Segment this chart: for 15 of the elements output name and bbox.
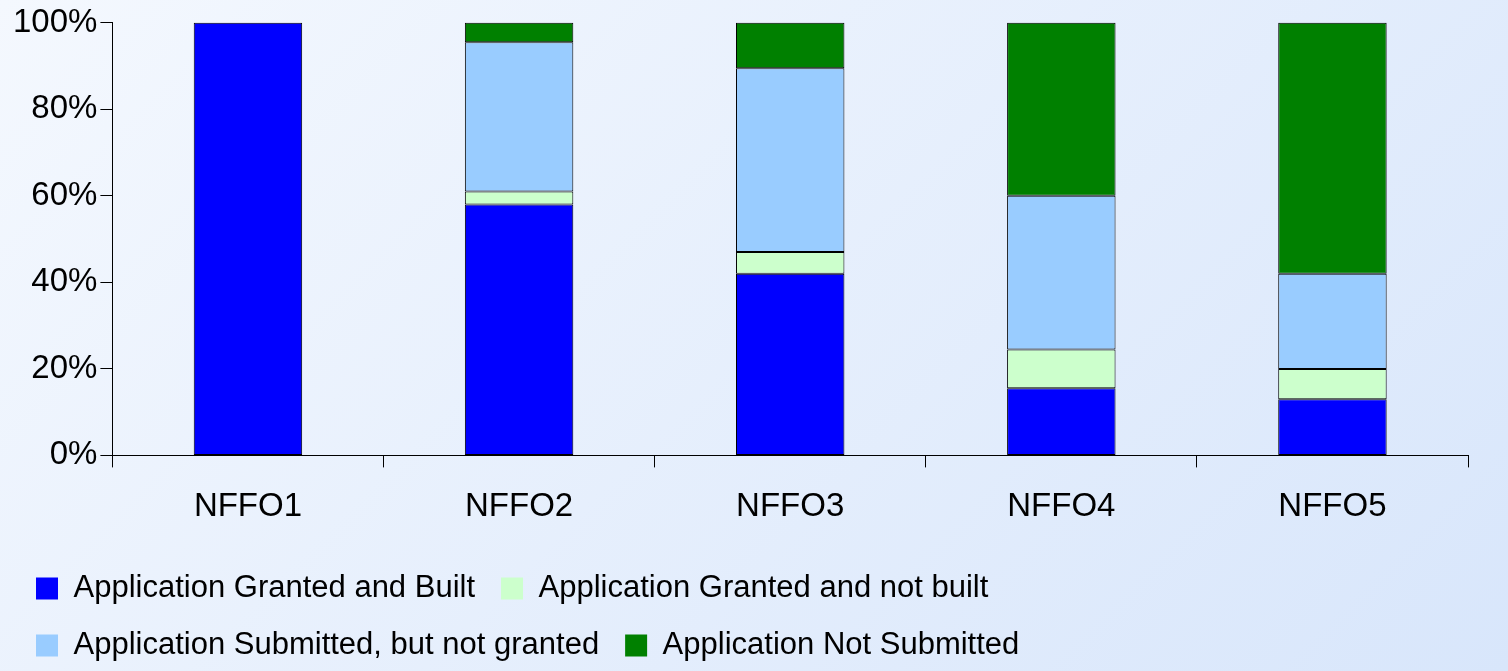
legend-label: Application Submitted, but not granted [73, 626, 600, 662]
y-tick-label: 60% [31, 174, 98, 212]
y-tick-label: 100% [13, 1, 98, 39]
y-tick-label: 20% [31, 347, 98, 385]
x-tick-label: NFFO3 [736, 486, 845, 524]
legend-label: Application Not Submitted [662, 626, 1020, 662]
legend-label: Application Granted and not built [538, 569, 989, 605]
y-tick-label: 0% [49, 434, 98, 472]
x-tick-label: NFFO1 [193, 486, 303, 524]
x-tick-label: NFFO2 [464, 486, 574, 524]
y-tick-label: 80% [31, 88, 98, 126]
x-tick-label: NFFO4 [1007, 486, 1116, 524]
x-tick-label: NFFO5 [1278, 486, 1387, 524]
y-tick-label: 40% [31, 261, 98, 299]
legend-label: Application Granted and Built [73, 569, 476, 605]
